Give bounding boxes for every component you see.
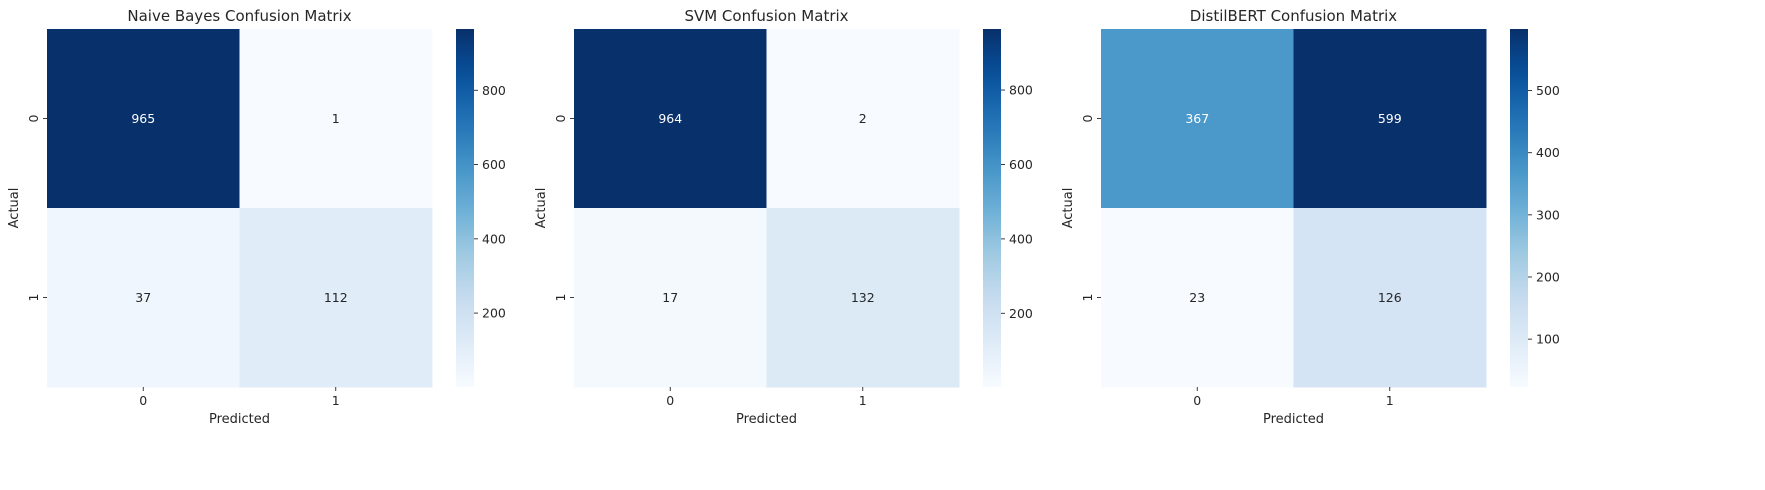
colorbar	[983, 29, 1001, 387]
heatmap-cell	[574, 208, 767, 388]
heatmap-cell	[239, 29, 433, 209]
chart-title: SVM Confusion Matrix	[684, 7, 848, 25]
heatmap-panel-1: Naive Bayes Confusion Matrix 965 1 37 112 0 1 P…	[7, 7, 506, 427]
x-tick-label: 0	[666, 393, 674, 408]
chart-title: Naive Bayes Confusion Matrix	[127, 7, 351, 25]
y-tick-label: 1	[553, 294, 568, 302]
cell-value-label: 126	[1378, 290, 1402, 305]
colorbar	[456, 29, 474, 387]
colorbar-tick-label: 800	[482, 83, 506, 98]
heatmap-cell	[1293, 208, 1487, 388]
colorbar-tick-label: 200	[1536, 269, 1560, 284]
colorbar-tick-label: 300	[1536, 207, 1560, 222]
heatmap-cell	[1101, 208, 1294, 388]
heatmap-cell	[1101, 29, 1294, 209]
chart-title: DistilBERT Confusion Matrix	[1190, 7, 1398, 25]
heatmap-panel-3: DistilBERT Confusion Matrix 367 599 23 126 0 1…	[1061, 7, 1560, 427]
y-axis-label: Actual	[1061, 188, 1076, 229]
cell-value-label: 17	[662, 290, 678, 305]
x-tick-label: 1	[859, 393, 867, 408]
cell-value-label: 599	[1378, 111, 1402, 126]
cell-value-label: 132	[851, 290, 875, 305]
x-axis-label: Predicted	[209, 412, 270, 427]
colorbar-tick-label: 400	[482, 231, 506, 246]
x-tick-label: 1	[1386, 393, 1394, 408]
y-tick-label: 0	[553, 114, 568, 122]
cell-value-label: 112	[324, 290, 348, 305]
cell-value-label: 964	[658, 111, 682, 126]
y-tick-label: 0	[26, 114, 41, 122]
y-tick-label: 1	[1080, 294, 1095, 302]
x-axis-label: Predicted	[1263, 412, 1324, 427]
cell-value-label: 367	[1185, 111, 1209, 126]
colorbar-tick-label: 600	[482, 157, 506, 172]
heatmap-cell	[766, 29, 960, 209]
colorbar-tick-label: 200	[1009, 306, 1033, 321]
y-tick-label: 1	[26, 294, 41, 302]
colorbar-tick-label: 400	[1536, 145, 1560, 160]
colorbar	[1510, 29, 1528, 387]
heatmap-cell	[1293, 29, 1487, 209]
colorbar-tick-label: 600	[1009, 157, 1033, 172]
y-tick-label: 0	[1080, 114, 1095, 122]
colorbar-tick-label: 400	[1009, 231, 1033, 246]
y-axis-label: Actual	[534, 188, 549, 229]
colorbar-tick-label: 500	[1536, 83, 1560, 98]
heatmap-cell	[47, 29, 240, 209]
x-tick-label: 0	[139, 393, 147, 408]
heatmap-cell	[766, 208, 960, 388]
y-axis-label: Actual	[7, 188, 22, 229]
colorbar-tick-label: 200	[482, 306, 506, 321]
x-axis-label: Predicted	[736, 412, 797, 427]
heatmap-cell	[574, 29, 767, 209]
heatmap-cell	[47, 208, 240, 388]
cell-value-label: 1	[332, 111, 340, 126]
colorbar-tick-label: 100	[1536, 332, 1560, 347]
cell-value-label: 2	[859, 111, 867, 126]
cell-value-label: 23	[1189, 290, 1205, 305]
cell-value-label: 37	[135, 290, 151, 305]
colorbar-tick-label: 800	[1009, 83, 1033, 98]
heatmap-panel-2: SVM Confusion Matrix 964 2 17 132 0 1 Predicted…	[534, 7, 1033, 427]
x-tick-label: 0	[1193, 393, 1201, 408]
x-tick-label: 1	[332, 393, 340, 408]
cell-value-label: 965	[131, 111, 155, 126]
heatmap-cell	[239, 208, 433, 388]
